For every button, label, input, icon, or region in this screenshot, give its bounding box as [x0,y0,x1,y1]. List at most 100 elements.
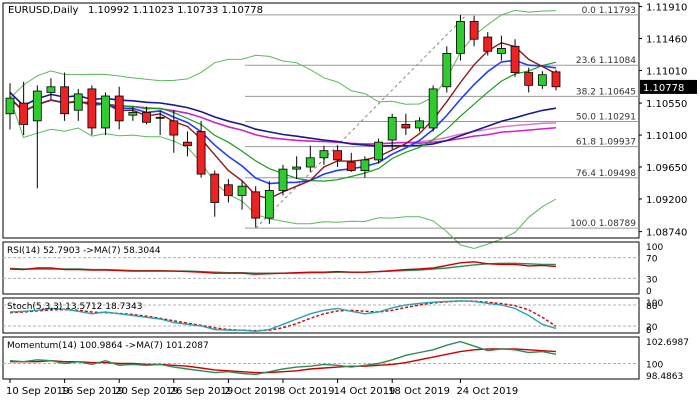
fib-level-label: 61.8 1.09937 [576,138,636,148]
candle-body [401,124,411,129]
candle-body [278,168,288,191]
candle-body [360,159,370,171]
candle-body [510,45,520,73]
fib-level-label: 76.4 1.09498 [576,169,636,179]
candle-body [537,74,547,86]
fib-level-label: 0.0 1.11793 [582,6,636,16]
indicator-tick-label: 0 [646,287,652,297]
time-tick-label: 8 Oct 2019 [279,386,334,397]
candle-body [483,36,493,52]
price-tick-label: 1.10100 [646,131,687,142]
time-tick-label: 10 Sep 2019 [6,386,69,397]
candle-body [374,141,383,161]
indicator-signal-line [9,262,556,274]
indicator-main-line [9,261,557,275]
indicator-label: Momentum(14) 100.9864 ->MA(7) 101.2087 [7,341,209,351]
price-panel: 1.11910 1.11460 1.11010 1.10550 1.10100 1.096… [2,2,697,250]
candle-body [237,185,247,196]
candle-body [73,93,83,111]
candle-body [387,116,397,141]
price-tick-label: 1.10550 [646,99,687,110]
indicator-tick-label: 80 [646,302,658,312]
candle-body [5,97,15,115]
chart-title: EURUSD,Daily [8,5,79,16]
indicator-label: RSI(14) 52.7903 ->MA(7) 58.3044 [7,246,161,256]
candle-body [169,120,179,136]
price-tick-label: 1.11910 [646,3,687,14]
indicator-tick-label: 70 [646,255,658,265]
candle-body [305,157,315,168]
indicator-tick-label: 30 [646,275,658,285]
indicator-tick-label: 0 [646,326,652,336]
candle-body [346,161,356,171]
candle-body [524,72,534,86]
candle-body [101,95,110,129]
candle-body [142,111,151,123]
candle-body [264,190,274,219]
bollinger-lower-line [9,97,557,250]
candle-body [251,191,261,219]
candle-body [496,48,506,54]
indicator-main-line [9,340,557,376]
candle-body [469,21,479,40]
fib-level-label: 100.0 1.08789 [570,219,636,229]
candle-body [292,166,302,170]
candle-body [415,120,424,129]
candle-body [32,90,42,122]
time-tick-label: 14 Oct 2019 [334,386,396,397]
candle-body [333,150,343,161]
current-price-label: 1.10778 [643,83,684,94]
candle-body [46,86,56,93]
fib-trendline [255,14,467,229]
time-tick-label: 24 Oct 2019 [456,386,518,397]
indicator-tick-label: 20 [646,323,658,333]
candle-body [114,95,124,122]
indicator-panels: 100 70 30 0 RSI(14) 52.7903 ->MA(7) 58.3044 1… [2,241,689,382]
indicator-tick-label: 100 [646,360,663,370]
candle-body [210,173,220,203]
indicator-tick-label: 102.6987 [646,338,689,348]
candle-body [456,21,465,54]
candle-body [183,141,192,147]
candle-body [551,71,561,88]
price-tick-label: 1.08740 [646,228,687,239]
time-tick-label: 16 Sep 2019 [61,386,124,397]
fib-level-label: 23.6 1.11084 [576,56,636,66]
indicator-frame-2 [2,297,640,334]
fib-level-label: 38.2 1.10645 [576,87,636,97]
candle-body [19,102,29,125]
indicator-frame-1 [2,241,640,295]
fib-level-label: 50.0 1.10291 [576,112,636,122]
candle-body [196,131,206,175]
time-tick-label: 2 Oct 2019 [224,386,279,397]
price-tick-label: 1.11010 [646,66,687,77]
time-tick-label: 20 Sep 2019 [115,386,178,397]
indicator-tick-label: 100 [646,243,663,253]
candle-body [87,88,97,129]
time-tick-label: 18 Oct 2019 [388,386,450,397]
candle-body [428,88,438,129]
candle-body [319,150,329,159]
indicator-frame-3 [2,336,640,380]
candle-body [223,184,233,196]
price-tick-label: 1.09650 [646,163,687,174]
ma-navy-line [9,91,557,148]
price-panel-frame [2,2,640,239]
price-tick-label: 1.11460 [646,34,687,45]
ohlc-header: 1.10992 1.11023 1.10733 1.10778 [88,5,263,16]
candle-body [155,116,165,119]
indicator-tick-label: 100 [646,299,663,309]
indicator-tick-label: 98.4863 [646,372,683,382]
time-tick-label: 26 Sep 2019 [170,386,233,397]
candle-body [128,111,138,116]
candle-body [442,53,452,88]
indicator-main-line [9,300,557,333]
indicator-label: Stoch(5,3,3) 13.5712 18.7343 [7,302,142,312]
price-tick-label: 1.09200 [646,195,687,206]
current-price-badge [640,79,697,94]
bollinger-upper-line [9,9,557,105]
candle-body [60,86,69,115]
